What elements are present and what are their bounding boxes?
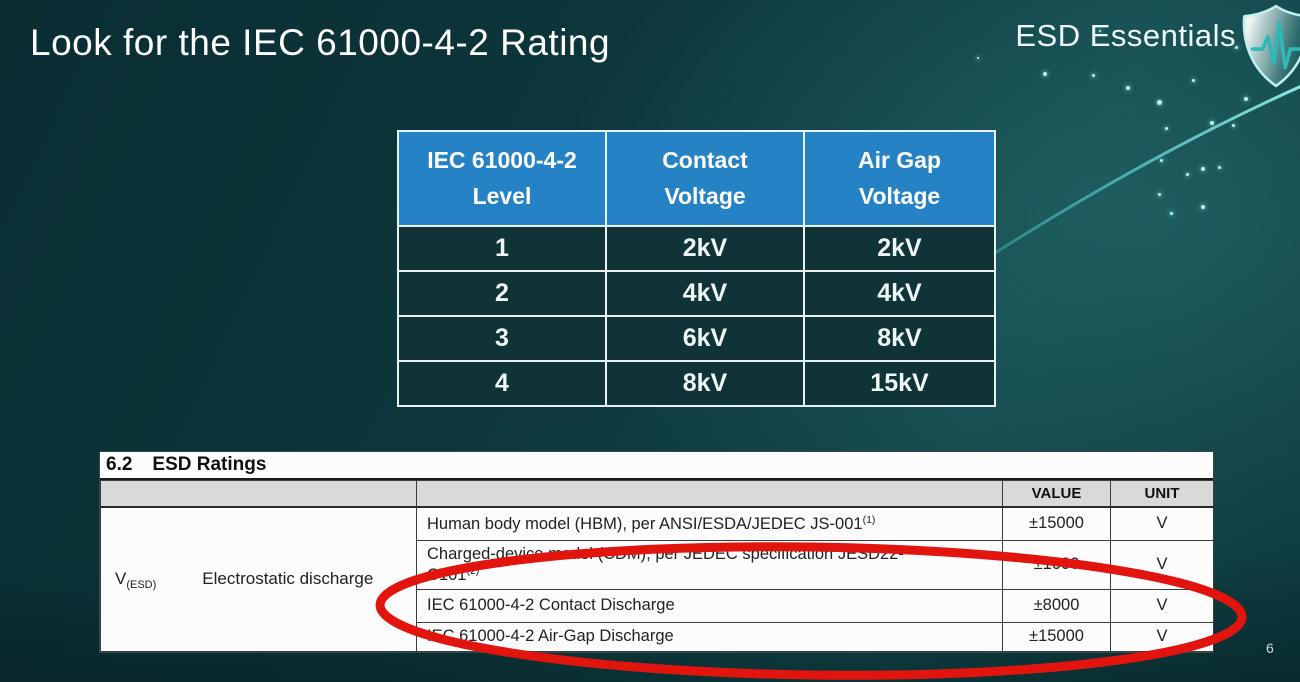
parameter-symbol: V(ESD) <box>115 569 157 592</box>
condition-text: IEC 61000-4-2 Air-Gap Discharge <box>427 627 674 646</box>
datasheet-section-heading: 6.2 ESD Ratings <box>100 452 1213 480</box>
sparkle-dot <box>1170 212 1173 215</box>
condition-text: Charged-device model (CDM), per JEDEC sp… <box>427 545 904 584</box>
sparkle-dot <box>1235 46 1238 49</box>
sparkle-dot <box>1186 173 1189 176</box>
sparkle-dot <box>977 57 979 59</box>
page-number: 6 <box>1266 640 1274 656</box>
sparkle-dot <box>1160 159 1163 162</box>
header-level-line2: Level <box>472 182 532 209</box>
header-value: VALUE <box>1002 480 1111 508</box>
iec-table-header-row: IEC 61000-4-2 Level Contact Voltage Air … <box>397 130 996 227</box>
header-airgap-line2: Voltage <box>858 182 941 209</box>
slide-title: Look for the IEC 61000-4-2 Rating <box>30 22 611 63</box>
header-empty <box>416 480 1003 508</box>
sparkle-dot <box>1201 205 1205 209</box>
airgap-voltage-cell: 4kV <box>803 270 996 317</box>
ratings-header-row: VALUE UNIT <box>100 480 1214 508</box>
value-cell: ±15000 <box>1002 506 1111 541</box>
table-row: 3 6kV 8kV <box>397 315 996 362</box>
section-number: 6.2 <box>106 454 133 475</box>
header-contact-line1: Contact <box>662 146 748 173</box>
header-airgap-line1: Air Gap <box>857 146 942 173</box>
header-empty <box>100 480 417 508</box>
sparkle-dot <box>1201 167 1205 171</box>
unit-cell: V <box>1110 588 1214 623</box>
sparkle-dot <box>1192 79 1195 82</box>
header-contact-voltage: Contact Voltage <box>605 130 805 227</box>
header-level: IEC 61000-4-2 Level <box>397 130 607 227</box>
header-level-line1: IEC 61000-4-2 <box>427 146 577 173</box>
level-cell: 4 <box>397 360 607 407</box>
level-cell: 1 <box>397 225 607 272</box>
sparkle-dot <box>1244 97 1248 101</box>
airgap-voltage-cell: 2kV <box>803 225 996 272</box>
footnote-superscript: (2) <box>466 564 480 577</box>
datasheet-excerpt: 6.2 ESD Ratings VALUE UNIT V(ESD) Electr… <box>100 452 1214 652</box>
sparkle-dot <box>1099 30 1101 32</box>
section-title: ESD Ratings <box>152 454 267 475</box>
header-contact-line2: Voltage <box>664 182 746 209</box>
sparkle-dot <box>1126 86 1130 90</box>
value-cell: ±1000 <box>1002 539 1111 590</box>
header-airgap-voltage: Air Gap Voltage <box>803 130 996 227</box>
level-cell: 2 <box>397 270 607 317</box>
unit-cell: V <box>1110 621 1214 652</box>
sparkle-dot <box>1157 100 1162 105</box>
shield-pulse-icon <box>1242 4 1300 88</box>
value-cell: ±8000 <box>1002 588 1111 623</box>
iec-level-table: IEC 61000-4-2 Level Contact Voltage Air … <box>397 130 996 407</box>
contact-voltage-cell: 4kV <box>605 270 805 317</box>
symbol-main: V <box>115 569 127 589</box>
sparkle-dot <box>1165 127 1168 130</box>
condition-text: Human body model (HBM), per ANSI/ESDA/JE… <box>427 514 863 533</box>
sparkle-dot <box>1043 72 1047 76</box>
airgap-voltage-cell: 8kV <box>803 315 996 362</box>
parameter-cell: V(ESD) Electrostatic discharge <box>100 506 417 652</box>
footnote-superscript: (1) <box>862 513 876 526</box>
brand-name: ESD Essentials <box>1015 18 1236 53</box>
condition-cell: Human body model (HBM), per ANSI/ESDA/JE… <box>416 506 1003 541</box>
sparkle-dot <box>1232 124 1235 127</box>
contact-voltage-cell: 6kV <box>605 315 805 362</box>
sparkle-dot <box>1158 193 1161 196</box>
sparkle-dot <box>1092 74 1095 77</box>
symbol-subscript: (ESD) <box>126 579 157 592</box>
condition-cell: IEC 61000-4-2 Contact Discharge <box>416 588 1003 623</box>
contact-voltage-cell: 8kV <box>605 360 805 407</box>
table-row: 1 2kV 2kV <box>397 225 996 272</box>
airgap-voltage-cell: 15kV <box>803 360 996 407</box>
condition-text: IEC 61000-4-2 Contact Discharge <box>427 596 675 615</box>
sparkle-dot <box>1218 166 1221 169</box>
contact-voltage-cell: 2kV <box>605 225 805 272</box>
condition-cell: Charged-device model (CDM), per JEDEC sp… <box>416 539 1003 590</box>
header-unit: UNIT <box>1110 480 1214 508</box>
unit-cell: V <box>1110 539 1214 590</box>
table-row: 2 4kV 4kV <box>397 270 996 317</box>
sparkle-dot <box>1210 121 1214 125</box>
esd-ratings-table: VALUE UNIT V(ESD) Electrostatic discharg… <box>100 480 1214 652</box>
condition-cell: IEC 61000-4-2 Air-Gap Discharge <box>416 621 1003 652</box>
value-cell: ±15000 <box>1002 621 1111 652</box>
parameter-inner: V(ESD) Electrostatic discharge <box>115 569 415 592</box>
table-row: V(ESD) Electrostatic discharge Human bod… <box>100 506 1214 652</box>
parameter-name: Electrostatic discharge <box>202 569 374 589</box>
level-cell: 3 <box>397 315 607 362</box>
unit-cell: V <box>1110 506 1214 541</box>
table-row: 4 8kV 15kV <box>397 360 996 407</box>
